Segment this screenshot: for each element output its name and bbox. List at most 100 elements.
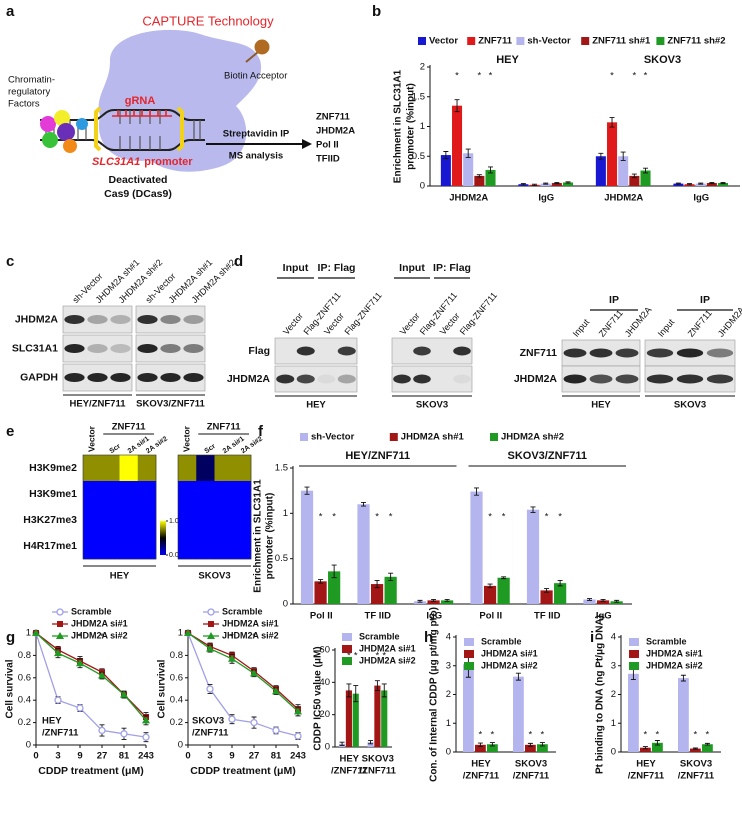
arrow-head <box>302 139 312 149</box>
heatmap-frame <box>82 454 157 560</box>
column-label: Vector <box>181 425 191 452</box>
y-tick-label: 0.2 <box>18 717 31 728</box>
panel-label: c <box>6 253 14 270</box>
error-bar <box>598 152 604 160</box>
blot-header: Input <box>283 262 309 274</box>
blot-band <box>563 374 587 384</box>
blot-row-label: ZNF711 <box>520 347 558 359</box>
error-bar <box>417 599 423 603</box>
blot-band <box>453 374 471 384</box>
blot-column-label: Input <box>656 317 677 339</box>
heatmap-cell <box>137 533 157 560</box>
y-tick-label: 0 <box>178 740 183 751</box>
bar <box>470 491 483 604</box>
marker <box>207 608 215 616</box>
clip <box>94 106 184 152</box>
factor <box>76 118 88 130</box>
blot-band <box>706 348 734 358</box>
significance-star: * <box>354 651 358 662</box>
marker <box>206 685 214 693</box>
blot-column-label: Input <box>571 317 592 339</box>
dcas9-label: Cas9 (DCas9) <box>104 188 172 200</box>
heatmap-cell <box>119 455 139 482</box>
bar <box>610 601 623 604</box>
significance-star: * <box>656 730 660 741</box>
series-line <box>187 632 299 710</box>
x-tick-label: 0 <box>33 751 38 762</box>
x-tick-label: /ZNF711 <box>628 771 665 782</box>
bar <box>370 584 384 604</box>
heatmap-cell <box>137 507 157 534</box>
significance-star: * <box>78 632 82 643</box>
heatmap-cell <box>178 533 197 560</box>
x-tick-label: 3 <box>207 751 212 762</box>
column-label: Vector <box>86 425 96 452</box>
x-tick-label: /ZNF711 <box>678 771 715 782</box>
marker <box>56 608 64 616</box>
heatmap-frame <box>177 454 252 560</box>
significance-star: * <box>644 730 648 741</box>
marker <box>142 733 150 741</box>
error-bar <box>489 742 495 747</box>
blot-band <box>706 374 734 384</box>
bar <box>629 175 640 186</box>
legend-swatch <box>464 650 474 658</box>
blot-band <box>317 374 336 384</box>
y-tick-label: 0.8 <box>170 650 183 661</box>
error-bar <box>501 576 507 580</box>
y-tick-label: 0 <box>420 181 425 192</box>
bar <box>596 600 610 604</box>
legend-label: sh-Vector <box>527 36 571 47</box>
factors-label: Chromatin- <box>8 75 55 86</box>
row-label: H3K27me3 <box>23 514 77 526</box>
error-bar <box>620 151 626 161</box>
bar <box>562 182 574 186</box>
marker <box>120 690 128 698</box>
blot-band <box>413 374 431 384</box>
blot-band <box>413 346 431 356</box>
blot-band <box>110 344 131 353</box>
heatmap-title: HEY <box>110 571 130 582</box>
error-bar <box>374 579 380 589</box>
significance-star: * <box>319 512 323 523</box>
error-bar <box>720 181 726 185</box>
factor <box>40 116 56 132</box>
error-bar <box>532 183 538 186</box>
bar <box>537 744 548 752</box>
x-tick-label: SKOV3 <box>362 754 394 765</box>
x-tick-label: 0 <box>185 751 190 762</box>
factor <box>42 132 58 148</box>
y-tick-label: 20 <box>319 709 330 720</box>
error-bar <box>353 685 359 703</box>
blot-header: IP <box>700 294 710 306</box>
heatmap-cell <box>214 507 234 534</box>
blot-header: IP <box>609 294 619 306</box>
blot-header: IP: Flag <box>318 262 356 274</box>
legend-label: JHDM2A sh#2 <box>501 432 564 443</box>
error-bar <box>544 588 550 593</box>
marker <box>184 629 192 636</box>
cell-line-label: SKOV3 <box>416 400 448 411</box>
bar <box>483 585 497 604</box>
heatmap-cell <box>214 481 234 508</box>
y-tick-label: 0.6 <box>170 672 183 683</box>
blot-row-label: JHDM2A <box>227 373 271 385</box>
legend-swatch <box>464 638 474 646</box>
bar <box>367 742 374 747</box>
blot-band <box>337 374 356 384</box>
y-tick-label: 60 <box>319 645 330 656</box>
diagram-a: CAPTURE Technology Biotin Acceptor Chrom… <box>8 13 355 199</box>
marker <box>98 726 106 735</box>
error-bar <box>431 599 437 602</box>
blot-band <box>676 374 704 384</box>
blot-row-label: Flag <box>248 345 270 357</box>
heatmap-cell <box>119 533 139 560</box>
blot-band <box>183 344 204 353</box>
blot-band <box>64 344 85 353</box>
series-line <box>187 632 299 712</box>
heatmap-title: SKOV3 <box>198 571 230 582</box>
blot-band <box>646 374 674 384</box>
x-tick-label: 9 <box>229 751 234 762</box>
diagram-title: CAPTURE Technology <box>142 13 274 28</box>
bar <box>554 583 567 604</box>
